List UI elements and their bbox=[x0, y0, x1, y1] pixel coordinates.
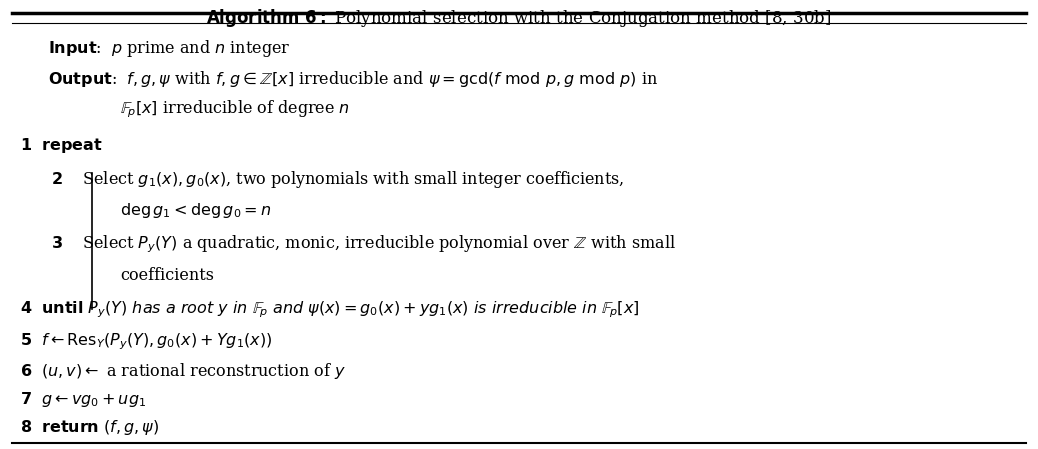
Text: $\bf{7}$  $g \leftarrow vg_0 + ug_1$: $\bf{7}$ $g \leftarrow vg_0 + ug_1$ bbox=[20, 390, 146, 409]
Text: $\bf{4}$  $\bf{until}$ $P_y(Y)$ $\it{has\ a\ root}$ $y$ $\it{in}$ $\mathbb{F}_p$: $\bf{4}$ $\bf{until}$ $P_y(Y)$ $\it{has\… bbox=[20, 300, 639, 321]
Text: $\deg g_1 < \deg g_0 = n$: $\deg g_1 < \deg g_0 = n$ bbox=[120, 201, 272, 220]
Text: $\bf{Output}$:  $f, g, \psi$ with $f, g \in \mathbb{Z}[x]$ irreducible and $\psi: $\bf{Output}$: $f, g, \psi$ with $f, g \… bbox=[48, 70, 658, 89]
Text: $\bf{1}$  $\bf{repeat}$: $\bf{1}$ $\bf{repeat}$ bbox=[20, 136, 103, 154]
Text: $\mathbb{F}_p[x]$ irreducible of degree $n$: $\mathbb{F}_p[x]$ irreducible of degree … bbox=[120, 99, 351, 120]
Text: $\bf{5}$  $f \leftarrow \mathrm{Res}_Y(P_y(Y), g_0(x) + Yg_1(x))$: $\bf{5}$ $f \leftarrow \mathrm{Res}_Y(P_… bbox=[20, 331, 272, 352]
Text: $\bf{6}$  $(u, v) \leftarrow$ a rational reconstruction of $y$: $\bf{6}$ $(u, v) \leftarrow$ a rational … bbox=[20, 361, 346, 381]
Text: coefficients: coefficients bbox=[120, 267, 215, 284]
Text: $\bf{Input}$:  $p$ prime and $n$ integer: $\bf{Input}$: $p$ prime and $n$ integer bbox=[48, 38, 291, 59]
Text: $\bf{2}$    Select $g_1(x), g_0(x)$, two polynomials with small integer coeffici: $\bf{2}$ Select $g_1(x), g_0(x)$, two po… bbox=[51, 169, 625, 190]
Text: $\bf{3}$    Select $P_y(Y)$ a quadratic, monic, irreducible polynomial over $\ma: $\bf{3}$ Select $P_y(Y)$ a quadratic, mo… bbox=[51, 234, 676, 255]
Text: $\bf{Algorithm\ 6:}$ Polynomial selection with the Conjugation method [8, 30b]: $\bf{Algorithm\ 6:}$ Polynomial selectio… bbox=[207, 7, 831, 29]
Text: $\bf{8}$  $\bf{return}$ $(f, g, \psi)$: $\bf{8}$ $\bf{return}$ $(f, g, \psi)$ bbox=[20, 418, 160, 437]
